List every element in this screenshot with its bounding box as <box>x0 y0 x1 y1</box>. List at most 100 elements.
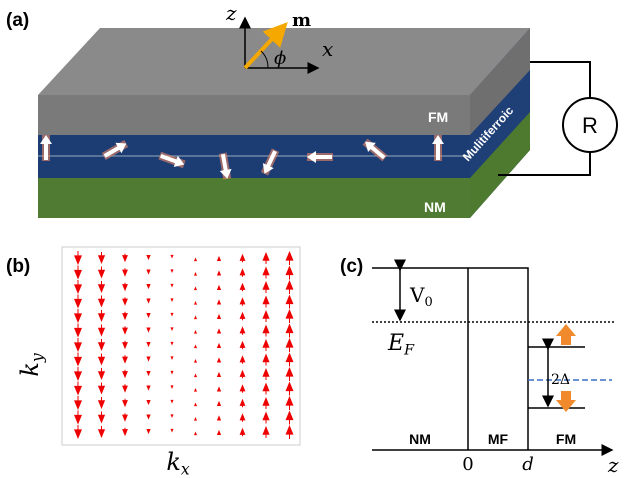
field-head <box>146 254 151 261</box>
spin-arrow <box>160 154 185 168</box>
field-head <box>239 326 246 334</box>
field-head <box>74 429 82 439</box>
resistor-label: R <box>582 113 598 138</box>
field-head <box>216 429 222 436</box>
axis-label: z <box>225 1 237 25</box>
field-head <box>170 312 174 317</box>
field-head <box>122 385 128 393</box>
label-base: k <box>16 362 44 377</box>
fm-layer <box>38 95 470 135</box>
field-head <box>262 339 270 348</box>
field-head <box>193 315 198 320</box>
field-head <box>239 268 246 276</box>
field-head <box>122 269 128 277</box>
field-head <box>97 414 106 424</box>
field-head <box>170 414 174 419</box>
field-head <box>239 282 246 290</box>
field-head <box>170 254 174 259</box>
region-label: MF <box>488 431 509 447</box>
field-head <box>74 255 82 265</box>
spin <box>362 138 388 162</box>
field-head <box>193 286 198 291</box>
field-head <box>146 298 151 304</box>
field-head <box>262 397 270 406</box>
label-base: k <box>166 448 181 476</box>
field-head <box>74 371 82 381</box>
label-sub: F <box>403 342 415 358</box>
field-head <box>122 313 128 321</box>
field-head <box>285 280 294 290</box>
label-sub: 0 <box>424 295 432 310</box>
field-head <box>193 387 198 392</box>
spin-arrow <box>365 141 386 160</box>
spin <box>158 151 186 169</box>
field-head <box>262 310 270 319</box>
vector-field <box>74 251 294 439</box>
spin-arrow <box>103 142 127 158</box>
field-head <box>97 298 106 308</box>
angle-label: ϕ <box>274 48 286 69</box>
field-head <box>97 385 106 395</box>
field-head <box>146 327 151 333</box>
field-head <box>216 415 222 421</box>
field-head <box>216 299 222 305</box>
field-head <box>262 266 270 276</box>
field-head <box>97 429 106 438</box>
field-head <box>74 284 82 294</box>
field-head <box>239 355 246 363</box>
field-head <box>146 370 151 377</box>
field-head <box>97 342 106 351</box>
moment-label: m <box>292 10 311 31</box>
field-head <box>74 342 82 352</box>
field-head <box>122 371 128 379</box>
field-head <box>193 358 198 363</box>
spin-down <box>556 391 576 412</box>
field-head <box>239 369 246 377</box>
field-head <box>170 298 174 303</box>
field-head <box>122 342 128 350</box>
panel-label: (c) <box>340 256 363 277</box>
field-head <box>170 428 174 433</box>
field-head <box>193 373 198 378</box>
field-head <box>97 284 106 293</box>
field-head <box>170 356 174 361</box>
wire <box>530 61 591 98</box>
field-head <box>239 384 246 392</box>
field-head <box>170 399 174 404</box>
spin <box>218 152 232 180</box>
field-head <box>122 298 128 306</box>
spin-up <box>556 324 576 345</box>
y-label: ky <box>16 353 47 377</box>
field-head <box>146 399 151 406</box>
field-head <box>216 270 222 276</box>
slab-top <box>38 28 530 95</box>
field-head <box>122 327 128 335</box>
field-head <box>146 283 151 290</box>
field-head <box>216 357 222 363</box>
field-head <box>285 265 294 276</box>
field-head <box>193 300 198 305</box>
moment-arrow <box>243 22 288 70</box>
barrier <box>372 267 529 450</box>
field-head <box>262 411 270 421</box>
field-head <box>74 313 82 323</box>
field-head <box>216 328 222 334</box>
field-head <box>239 340 246 348</box>
spin <box>101 140 129 160</box>
wire <box>498 152 591 176</box>
spin <box>432 135 444 161</box>
spin-arrow <box>219 153 232 179</box>
field-head <box>285 323 294 334</box>
field-head <box>74 414 82 425</box>
tick-label: d <box>522 454 534 475</box>
field-head <box>285 410 294 421</box>
field-head <box>193 329 198 334</box>
field-head <box>146 312 151 319</box>
panel-b: (b) ky kx <box>6 246 301 478</box>
field-head <box>146 428 151 435</box>
tick-label: 0 <box>462 454 473 475</box>
fermi-label: EF <box>387 331 415 358</box>
field-head <box>97 255 106 264</box>
region-label: FM <box>556 431 576 447</box>
field-head <box>122 255 128 263</box>
